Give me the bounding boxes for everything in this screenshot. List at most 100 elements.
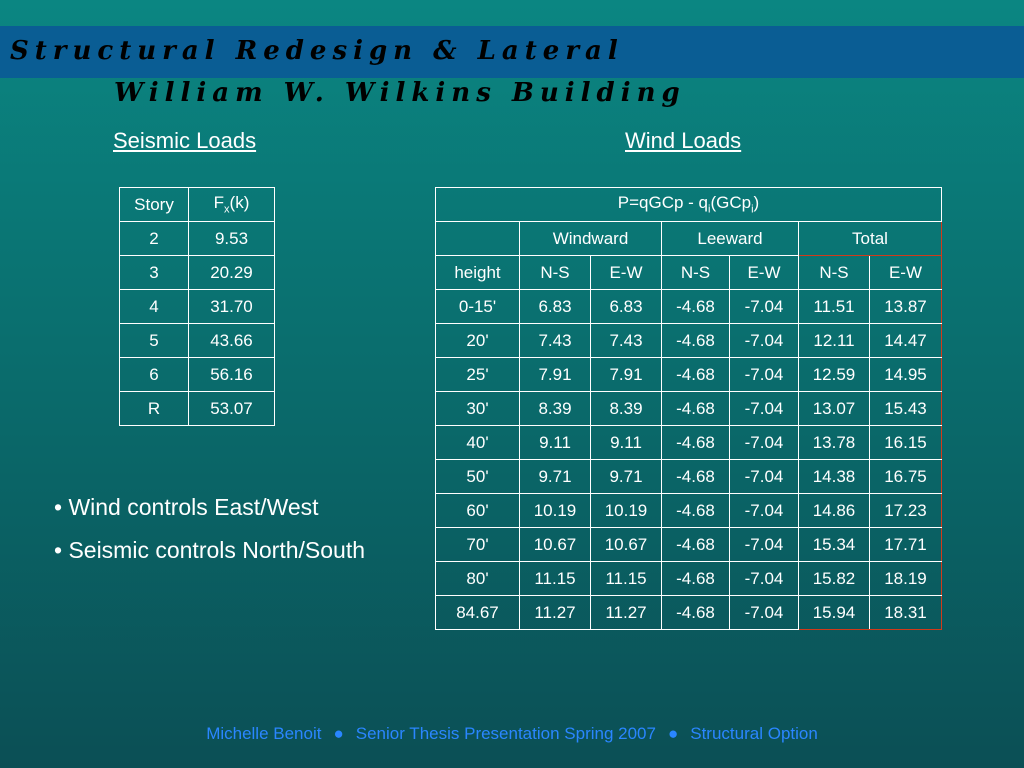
formula-row: P=qGCp - qi(GCpi) bbox=[435, 187, 942, 222]
story-cell: 5 bbox=[119, 323, 189, 358]
pressure-cell: 9.71 bbox=[590, 459, 662, 494]
pressure-cell: 13.87 bbox=[869, 289, 942, 324]
pressure-cell: 14.38 bbox=[798, 459, 870, 494]
pressure-cell: 9.11 bbox=[519, 425, 591, 460]
force-cell: 9.53 bbox=[188, 221, 275, 256]
pressure-cell: -7.04 bbox=[729, 561, 799, 596]
slide-footer: Michelle Benoit ● Senior Thesis Presentati… bbox=[0, 724, 1024, 744]
total-header: Total bbox=[798, 221, 942, 256]
pressure-cell: 17.23 bbox=[869, 493, 942, 528]
slide-subtitle: William W. Wilkins Building bbox=[114, 78, 686, 108]
pressure-cell: -7.04 bbox=[729, 527, 799, 562]
column-header-row: height N-S E-W N-S E-W N-S E-W bbox=[435, 255, 942, 290]
story-header: Story bbox=[119, 187, 189, 222]
height-cell: 20' bbox=[435, 323, 520, 358]
pressure-cell: 10.67 bbox=[590, 527, 662, 562]
table-row: 6 56.16 bbox=[119, 357, 275, 392]
force-cell: 31.70 bbox=[188, 289, 275, 324]
pressure-cell: -4.68 bbox=[661, 391, 730, 426]
pressure-cell: 16.15 bbox=[869, 425, 942, 460]
pressure-cell: 15.82 bbox=[798, 561, 870, 596]
pressure-cell: 12.59 bbox=[798, 357, 870, 392]
table-row: 80' 11.15 11.15 -4.68 -7.04 15.82 18.19 bbox=[435, 561, 942, 596]
pressure-cell: 7.43 bbox=[519, 323, 591, 358]
pressure-cell: 11.15 bbox=[519, 561, 591, 596]
pressure-cell: 8.39 bbox=[590, 391, 662, 426]
table-row: R 53.07 bbox=[119, 391, 275, 426]
column-header: E-W bbox=[729, 255, 799, 290]
height-cell: 30' bbox=[435, 391, 520, 426]
pressure-cell: -7.04 bbox=[729, 493, 799, 528]
pressure-cell: 15.94 bbox=[798, 595, 870, 630]
table-row: 70' 10.67 10.67 -4.68 -7.04 15.34 17.71 bbox=[435, 527, 942, 562]
footer-option: Structural Option bbox=[690, 724, 818, 743]
pressure-cell: 18.31 bbox=[869, 595, 942, 630]
pressure-cell: 14.95 bbox=[869, 357, 942, 392]
table-row: 40' 9.11 9.11 -4.68 -7.04 13.78 16.15 bbox=[435, 425, 942, 460]
pressure-cell: -4.68 bbox=[661, 493, 730, 528]
pressure-cell: 11.27 bbox=[590, 595, 662, 630]
title-band bbox=[0, 26, 1024, 78]
table-row: 30' 8.39 8.39 -4.68 -7.04 13.07 15.43 bbox=[435, 391, 942, 426]
table-row: 84.67 11.27 11.27 -4.68 -7.04 15.94 18.31 bbox=[435, 595, 942, 630]
story-cell: 4 bbox=[119, 289, 189, 324]
slide-title: Structural Redesign & Lateral bbox=[10, 36, 624, 66]
pressure-cell: -4.68 bbox=[661, 459, 730, 494]
pressure-cell: -4.68 bbox=[661, 561, 730, 596]
story-cell: R bbox=[119, 391, 189, 426]
bullet-item: • Seismic controls North/South bbox=[54, 537, 366, 563]
footer-author: Michelle Benoit bbox=[206, 724, 322, 743]
height-cell: 0-15' bbox=[435, 289, 520, 324]
wind-loads-table: P=qGCp - qi(GCpi) Windward Leeward Total… bbox=[435, 187, 942, 630]
height-cell: 70' bbox=[435, 527, 520, 562]
force-cell: 43.66 bbox=[188, 323, 275, 358]
story-cell: 6 bbox=[119, 357, 189, 392]
pressure-cell: 10.19 bbox=[519, 493, 591, 528]
story-cell: 3 bbox=[119, 255, 189, 290]
height-cell: 40' bbox=[435, 425, 520, 460]
table-row: 3 20.29 bbox=[119, 255, 275, 290]
table-row: 25' 7.91 7.91 -4.68 -7.04 12.59 14.95 bbox=[435, 357, 942, 392]
leeward-header: Leeward bbox=[661, 221, 799, 256]
height-cell: 50' bbox=[435, 459, 520, 494]
column-header: N-S bbox=[798, 255, 870, 290]
pressure-cell: 15.43 bbox=[869, 391, 942, 426]
pressure-cell: -4.68 bbox=[661, 425, 730, 460]
height-cell: 80' bbox=[435, 561, 520, 596]
force-cell: 20.29 bbox=[188, 255, 275, 290]
height-cell: 60' bbox=[435, 493, 520, 528]
bullet-list: • Wind controls East/West • Seismic cont… bbox=[54, 494, 365, 580]
pressure-cell: 17.71 bbox=[869, 527, 942, 562]
pressure-cell: 12.11 bbox=[798, 323, 870, 358]
pressure-cell: -7.04 bbox=[729, 289, 799, 324]
pressure-cell: 7.91 bbox=[590, 357, 662, 392]
pressure-cell: -7.04 bbox=[729, 595, 799, 630]
column-header: N-S bbox=[661, 255, 730, 290]
pressure-cell: 10.67 bbox=[519, 527, 591, 562]
table-header-row: Story Fx(k) bbox=[119, 187, 275, 222]
table-row: 5 43.66 bbox=[119, 323, 275, 358]
force-cell: 53.07 bbox=[188, 391, 275, 426]
pressure-cell: 9.11 bbox=[590, 425, 662, 460]
pressure-cell: 14.47 bbox=[869, 323, 942, 358]
story-cell: 2 bbox=[119, 221, 189, 256]
pressure-cell: -4.68 bbox=[661, 595, 730, 630]
table-row: 4 31.70 bbox=[119, 289, 275, 324]
pressure-cell: 13.78 bbox=[798, 425, 870, 460]
table-row: 50' 9.71 9.71 -4.68 -7.04 14.38 16.75 bbox=[435, 459, 942, 494]
pressure-cell: 11.15 bbox=[590, 561, 662, 596]
table-row: 20' 7.43 7.43 -4.68 -7.04 12.11 14.47 bbox=[435, 323, 942, 358]
pressure-cell: 9.71 bbox=[519, 459, 591, 494]
pressure-cell: -7.04 bbox=[729, 459, 799, 494]
pressure-cell: -4.68 bbox=[661, 357, 730, 392]
blank-cell bbox=[435, 221, 520, 256]
column-header: height bbox=[435, 255, 520, 290]
pressure-cell: 6.83 bbox=[519, 289, 591, 324]
table-row: 2 9.53 bbox=[119, 221, 275, 256]
height-cell: 84.67 bbox=[435, 595, 520, 630]
pressure-cell: -7.04 bbox=[729, 357, 799, 392]
group-header-row: Windward Leeward Total bbox=[435, 221, 942, 256]
pressure-cell: -4.68 bbox=[661, 289, 730, 324]
windward-header: Windward bbox=[519, 221, 662, 256]
seismic-loads-table: Story Fx(k) 2 9.53 3 20.29 4 31.70 5 43.66 6 56.1… bbox=[119, 187, 275, 426]
